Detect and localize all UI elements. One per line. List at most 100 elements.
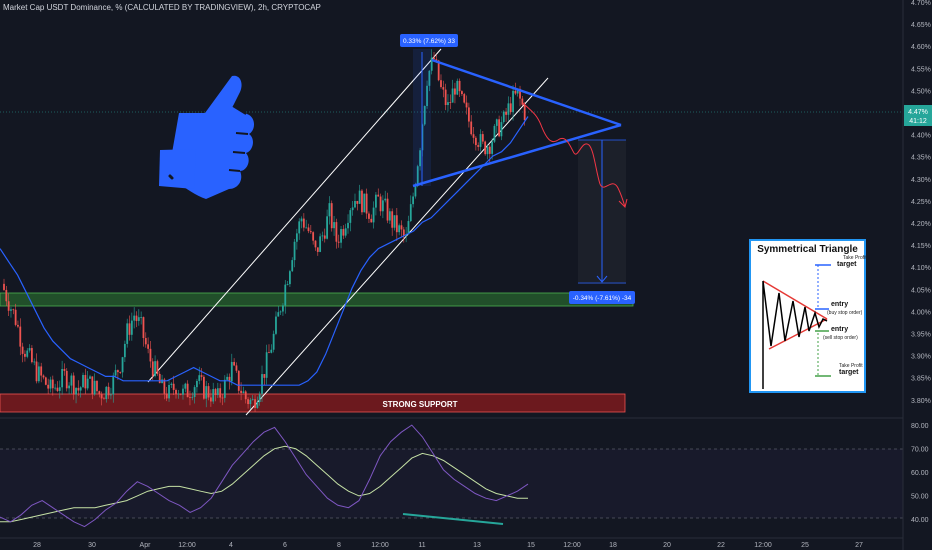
candle-body[interactable] [361,190,363,213]
candle-body[interactable] [103,398,105,400]
candle-body[interactable] [402,229,405,236]
candle-body[interactable] [30,348,33,363]
candle-body[interactable] [523,104,526,121]
candle-body[interactable] [463,94,466,103]
candle-body[interactable] [154,361,156,376]
candle-body[interactable] [488,146,491,154]
candle-body[interactable] [44,377,47,385]
candle-body[interactable] [305,227,308,229]
candle-body[interactable] [416,166,419,186]
candle-body[interactable] [368,213,370,219]
candle-body[interactable] [286,284,289,285]
candle-body[interactable] [79,387,82,391]
measure-up-tag[interactable] [400,34,458,47]
candle-body[interactable] [209,397,212,402]
candle-body[interactable] [493,125,496,142]
candle-body[interactable] [244,391,247,400]
candle-body[interactable] [265,352,268,378]
candle-body[interactable] [254,399,256,408]
candle-body[interactable] [481,134,484,142]
candle-body[interactable] [354,201,356,208]
triangle-upper-line[interactable] [431,58,622,127]
candle-body[interactable] [312,232,315,241]
candle-body[interactable] [328,203,331,217]
projection-path[interactable] [522,102,626,208]
candle-body[interactable] [19,326,22,347]
candle-body[interactable] [423,106,426,125]
candle-body[interactable] [175,389,177,395]
candle-body[interactable] [196,380,198,388]
candle-body[interactable] [293,241,296,261]
candle-body[interactable] [112,375,115,395]
candle-body[interactable] [75,387,77,395]
candle-body[interactable] [298,221,301,234]
candle-body[interactable] [486,146,489,155]
candle-body[interactable] [282,305,284,312]
candle-body[interactable] [35,361,38,382]
candle-body[interactable] [321,235,324,237]
candle-body[interactable] [56,387,59,391]
candle-body[interactable] [86,378,89,389]
candle-body[interactable] [456,80,459,95]
candle-body[interactable] [65,370,68,389]
candle-body[interactable] [505,111,507,115]
candle-body[interactable] [512,90,514,113]
candle-body[interactable] [189,397,191,398]
candle-body[interactable] [314,240,317,248]
candle-body[interactable] [63,368,66,371]
candle-body[interactable] [93,380,96,395]
candle-body[interactable] [263,374,266,378]
candle-body[interactable] [461,91,463,95]
candle-body[interactable] [240,390,242,393]
candle-body[interactable] [21,346,24,354]
candle-body[interactable] [214,389,217,396]
candle-body[interactable] [198,375,201,381]
candle-body[interactable] [130,320,133,335]
candle-body[interactable] [412,196,415,205]
candle-body[interactable] [3,283,5,290]
candle-body[interactable] [121,357,124,373]
candle-body[interactable] [430,57,433,71]
candle-body[interactable] [42,375,45,378]
candle-body[interactable] [261,374,263,395]
candle-body[interactable] [509,103,512,113]
candle-body[interactable] [316,247,319,252]
candle-body[interactable] [340,229,342,243]
candle-body[interactable] [458,80,461,92]
candle-body[interactable] [230,361,233,382]
candle-body[interactable] [140,317,143,318]
candle-body[interactable] [14,309,17,325]
candle-body[interactable] [89,376,91,379]
candle-body[interactable] [233,361,236,366]
candle-body[interactable] [426,85,428,107]
candle-body[interactable] [200,375,203,377]
candle-body[interactable] [395,215,398,233]
candle-body[interactable] [251,399,254,401]
candle-body[interactable] [77,387,80,391]
candle-body[interactable] [26,350,29,357]
candle-body[interactable] [449,102,452,103]
time-axis[interactable]: 28 30 Apr 12:00 4 6 8 12:00 11 13 15 12:00 18 20 22 12:… [33,542,863,549]
candle-body[interactable] [319,236,322,252]
candle-body[interactable] [156,361,159,374]
candle-body[interactable] [440,80,442,88]
candle-body[interactable] [521,98,524,105]
candle-body[interactable] [419,150,421,167]
candle-body[interactable] [133,315,136,321]
candle-body[interactable] [502,111,505,123]
channel-lower-line[interactable] [245,77,549,416]
candle-body[interactable] [7,301,10,311]
candle-body[interactable] [144,338,147,345]
candle-body[interactable] [82,374,84,388]
candle-body[interactable] [96,380,98,392]
candle-body[interactable] [207,386,210,398]
candle-body[interactable] [179,393,182,395]
candle-body[interactable] [237,370,240,391]
candle-body[interactable] [451,88,454,103]
candle-body[interactable] [300,218,303,222]
candle-body[interactable] [337,241,340,243]
candle-body[interactable] [70,375,73,386]
candle-body[interactable] [72,375,75,395]
candle-body[interactable] [126,323,129,344]
